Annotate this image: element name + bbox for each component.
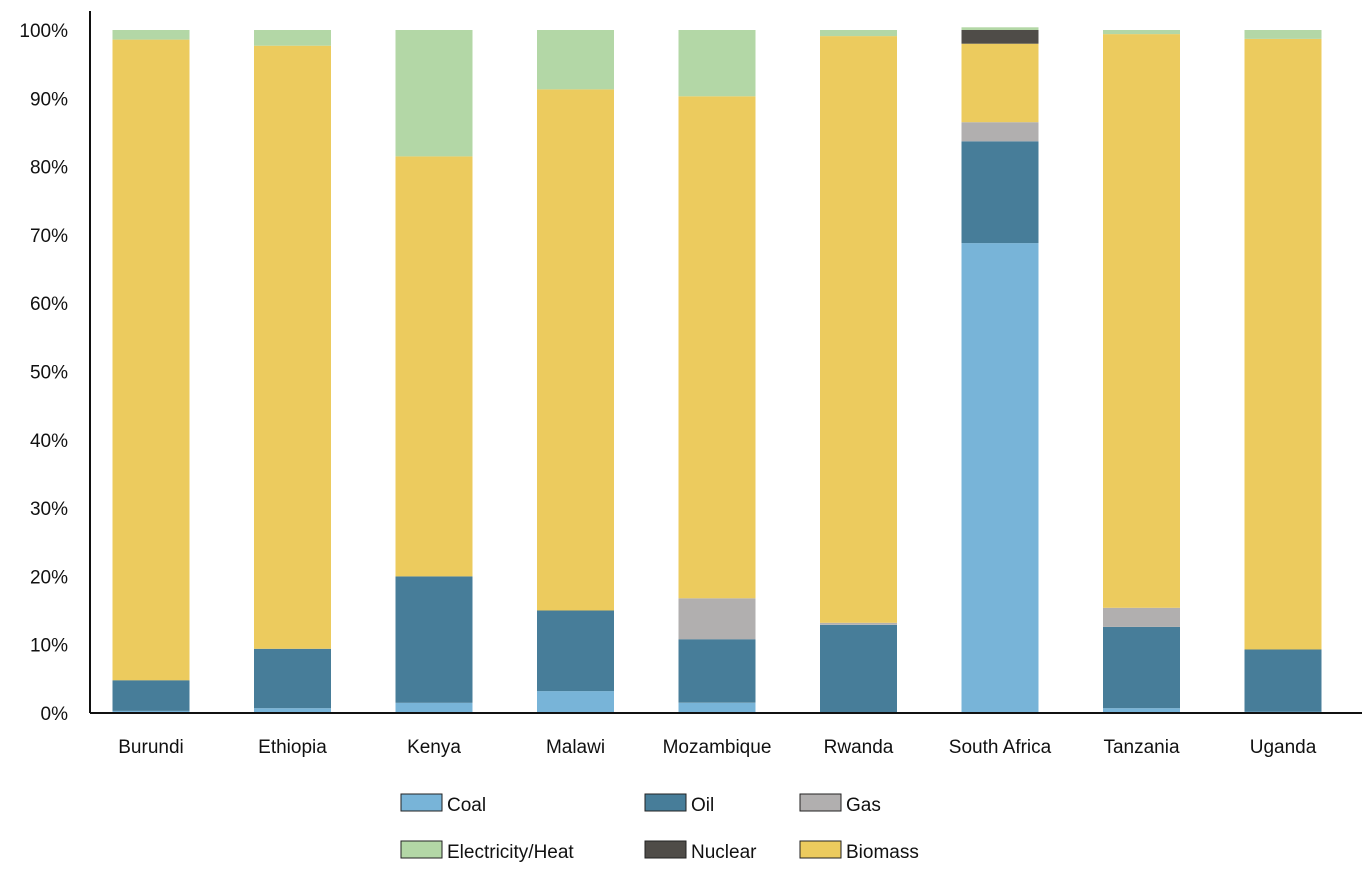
- y-tick-label: 90%: [30, 89, 68, 110]
- bar-uganda-biomass: [1244, 38, 1322, 650]
- bar-uganda-oil: [1244, 649, 1322, 712]
- legend-swatch: [400, 793, 443, 812]
- x-tick-label: Malawi: [546, 737, 605, 758]
- x-tick-label: Tanzania: [1103, 737, 1179, 758]
- legend-swatch: [799, 840, 842, 859]
- bar-tanzania-electricity-heat: [1103, 30, 1180, 35]
- legend: Coal Oil Gas Electricity/Heat Nuclear Biomass: [400, 793, 919, 863]
- y-tick-label: 40%: [30, 431, 68, 452]
- bar-ethiopia-coal: [254, 708, 331, 713]
- bar-ethiopia-biomass: [254, 45, 331, 649]
- bar-mozambique-gas: [678, 598, 756, 640]
- bar-rwanda-oil: [820, 624, 897, 713]
- bar-rwanda-electricity-heat: [820, 30, 897, 37]
- legend-label: Electricity/Heat: [447, 842, 574, 863]
- bar-burundi-electricity-heat: [112, 30, 190, 40]
- bar-south-africa-coal: [961, 243, 1039, 713]
- legend-item-electricity-heat: Electricity/Heat: [400, 840, 574, 863]
- legend-label: Gas: [846, 795, 881, 816]
- bar-tanzania-biomass: [1103, 34, 1180, 608]
- bar-malawi-oil: [537, 610, 614, 692]
- y-tick-label: 20%: [30, 567, 68, 588]
- y-tick-label: 10%: [30, 636, 68, 657]
- legend-item-coal: Coal: [400, 793, 486, 816]
- legend-swatch: [799, 793, 842, 812]
- legend-swatch: [644, 793, 687, 812]
- legend-label: Oil: [691, 795, 714, 816]
- bar-south-africa-oil: [961, 141, 1039, 244]
- bar-south-africa-biomass: [961, 43, 1039, 123]
- bar-malawi-biomass: [537, 89, 614, 611]
- bar-tanzania-coal: [1103, 708, 1180, 713]
- x-tick-label: Burundi: [118, 737, 184, 758]
- bar-mozambique-oil: [678, 639, 756, 703]
- bar-south-africa-gas: [961, 122, 1039, 142]
- x-tick-label: South Africa: [949, 737, 1052, 758]
- bar-kenya-biomass: [395, 156, 473, 577]
- bar-tanzania-oil: [1103, 626, 1180, 709]
- y-tick-label: 30%: [30, 499, 68, 520]
- x-tick-label: Mozambique: [663, 737, 772, 758]
- bar-south-africa-electricity-heat: [961, 27, 1039, 30]
- y-tick-label: 60%: [30, 294, 68, 315]
- bar-tanzania-gas: [1103, 607, 1180, 627]
- bar-south-africa-nuclear: [961, 30, 1039, 44]
- bar-kenya-coal: [395, 702, 473, 713]
- x-tick-label: Kenya: [407, 737, 461, 758]
- bar-rwanda-biomass: [820, 36, 897, 623]
- x-tick-label: Rwanda: [824, 737, 894, 758]
- bar-uganda-electricity-heat: [1244, 30, 1322, 39]
- y-tick-label: 50%: [30, 363, 68, 384]
- y-tick-label: 100%: [19, 21, 68, 42]
- bar-mozambique-biomass: [678, 96, 756, 599]
- bar-ethiopia-oil: [254, 648, 331, 709]
- legend-item-biomass: Biomass: [799, 840, 919, 863]
- bar-ethiopia-electricity-heat: [254, 30, 331, 46]
- bar-rwanda-gas: [820, 622, 897, 625]
- bar-malawi-electricity-heat: [537, 30, 614, 90]
- bar-burundi-biomass: [112, 39, 190, 681]
- legend-swatch: [400, 840, 443, 859]
- legend-label: Nuclear: [691, 842, 757, 863]
- y-tick-label: 70%: [30, 226, 68, 247]
- y-tick-label: 0%: [41, 704, 69, 725]
- axes-layer: Burundi Ethiopia Kenya Malawi Mozambique Rwan…: [19, 11, 1362, 758]
- legend-label: Biomass: [846, 842, 919, 863]
- legend-label: Coal: [447, 795, 486, 816]
- bar-burundi-oil: [112, 680, 190, 711]
- bar-kenya-electricity-heat: [395, 30, 473, 157]
- x-tick-label: Uganda: [1250, 737, 1317, 758]
- legend-item-nuclear: Nuclear: [644, 840, 757, 863]
- y-tick-label: 80%: [30, 158, 68, 179]
- legend-item-oil: Oil: [644, 793, 714, 816]
- bar-mozambique-coal: [678, 702, 756, 713]
- bar-kenya-oil: [395, 576, 473, 703]
- bar-mozambique-electricity-heat: [678, 30, 756, 97]
- legend-item-gas: Gas: [799, 793, 881, 816]
- bars-layer: [112, 27, 1322, 713]
- legend-swatch: [644, 840, 687, 859]
- x-tick-label: Ethiopia: [258, 737, 327, 758]
- bar-malawi-coal: [537, 691, 614, 713]
